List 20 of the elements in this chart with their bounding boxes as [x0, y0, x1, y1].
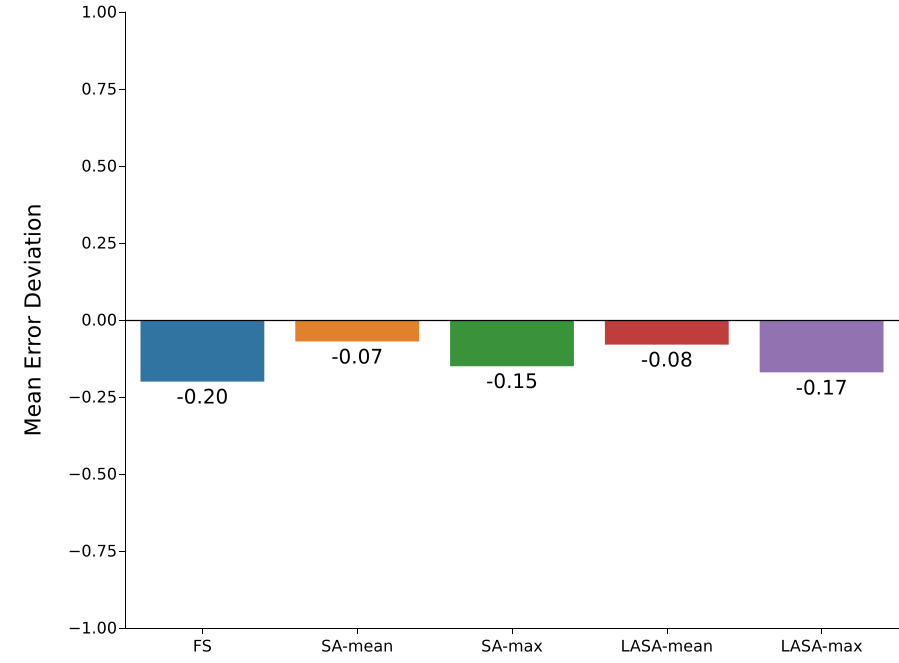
y-tick-label: 0.25 — [81, 234, 117, 252]
y-axis-title: Mean Error Deviation — [22, 204, 46, 436]
x-tick-label: SA-max — [481, 636, 543, 656]
y-tick-label: −1.00 — [68, 618, 117, 638]
x-tick-label: FS — [192, 636, 212, 656]
x-tick-label: LASA-max — [780, 636, 863, 656]
data-label: -0.17 — [796, 375, 848, 400]
y-tick-label: −0.75 — [68, 542, 117, 560]
data-label: -0.07 — [331, 344, 384, 369]
x-tick-label: LASA-mean — [620, 636, 714, 656]
data-label: -0.20 — [176, 384, 228, 409]
y-tick-label: −0.50 — [68, 464, 117, 484]
data-label: -0.15 — [486, 369, 538, 394]
y-tick-label: 0.50 — [81, 156, 117, 176]
y-tick-label: −0.25 — [68, 388, 117, 406]
data-label: -0.08 — [640, 348, 693, 372]
y-tick-label: 0.00 — [81, 310, 117, 330]
y-tick-label: 1.00 — [81, 2, 117, 22]
y-tick-label: 0.75 — [81, 80, 117, 98]
x-tick-label: SA-mean — [321, 636, 394, 656]
